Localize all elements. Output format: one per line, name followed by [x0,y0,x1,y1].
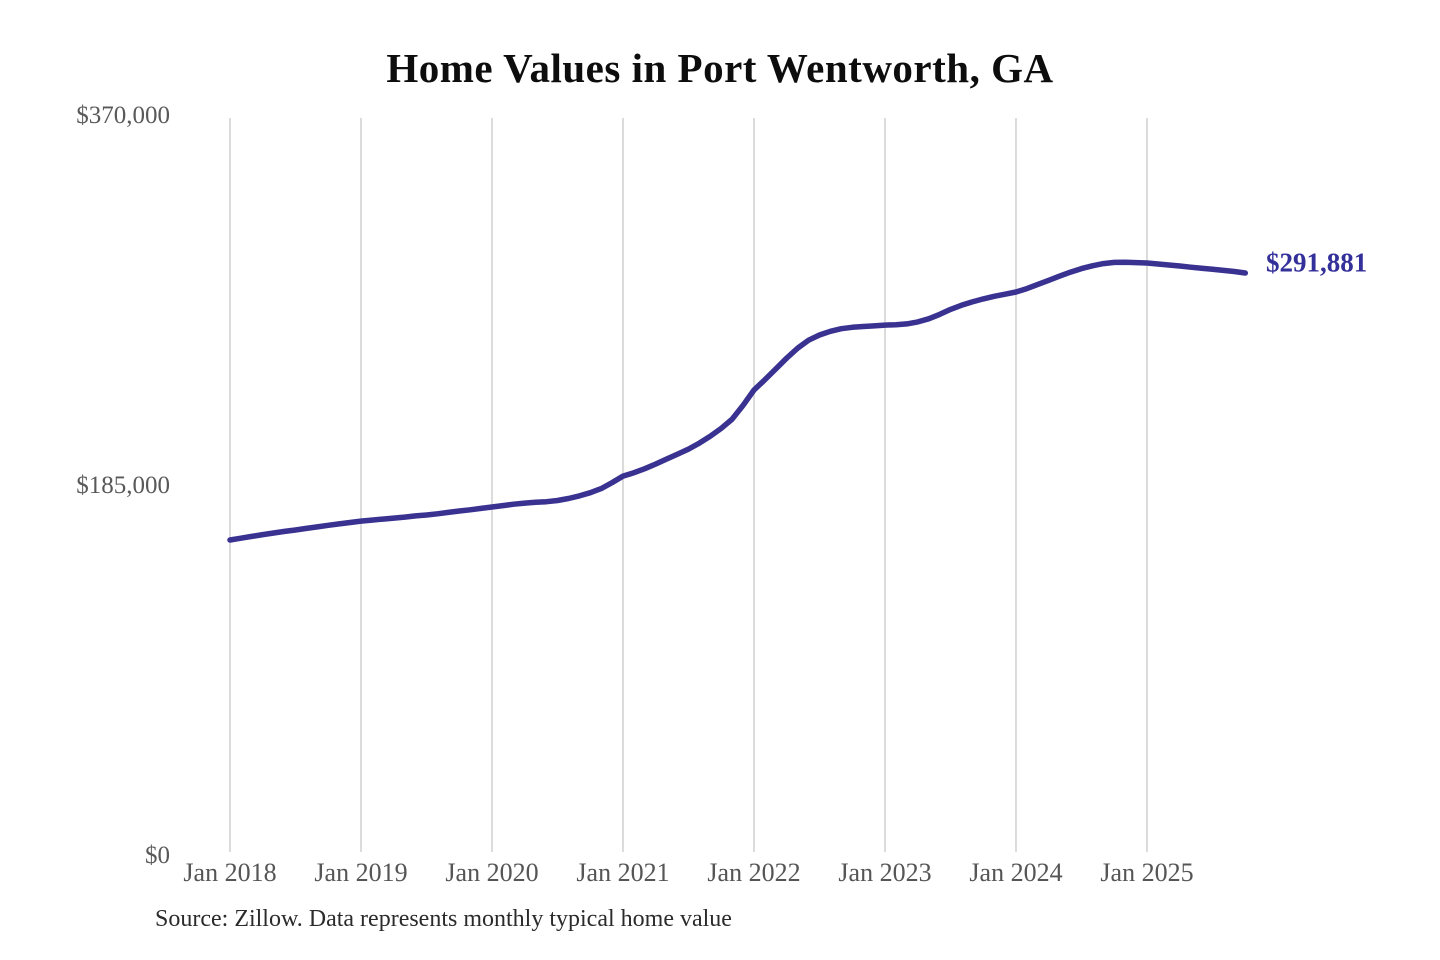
x-axis-tick: Jan 2024 [969,858,1063,887]
source-note: Source: Zillow. Data represents monthly … [155,906,732,932]
y-axis-tick-zero: $0 [145,842,170,869]
series-end-value-label: $291,881 [1266,247,1368,278]
x-axis-tick: Jan 2018 [183,858,277,887]
x-axis-tick: Jan 2020 [445,858,539,887]
y-axis-tick-max: $370,000 [76,102,170,129]
x-axis-tick: Jan 2025 [1100,858,1194,887]
x-axis-tick: Jan 2019 [314,858,408,887]
chart-title: Home Values in Port Wentworth, GA [386,45,1054,91]
x-axis-tick: Jan 2021 [576,858,670,887]
x-axis-tick: Jan 2022 [707,858,801,887]
x-axis-tick: Jan 2023 [838,858,932,887]
y-axis-tick-mid: $185,000 [76,472,170,499]
home-value-line-series [227,259,1249,543]
gridlines [229,118,1148,852]
